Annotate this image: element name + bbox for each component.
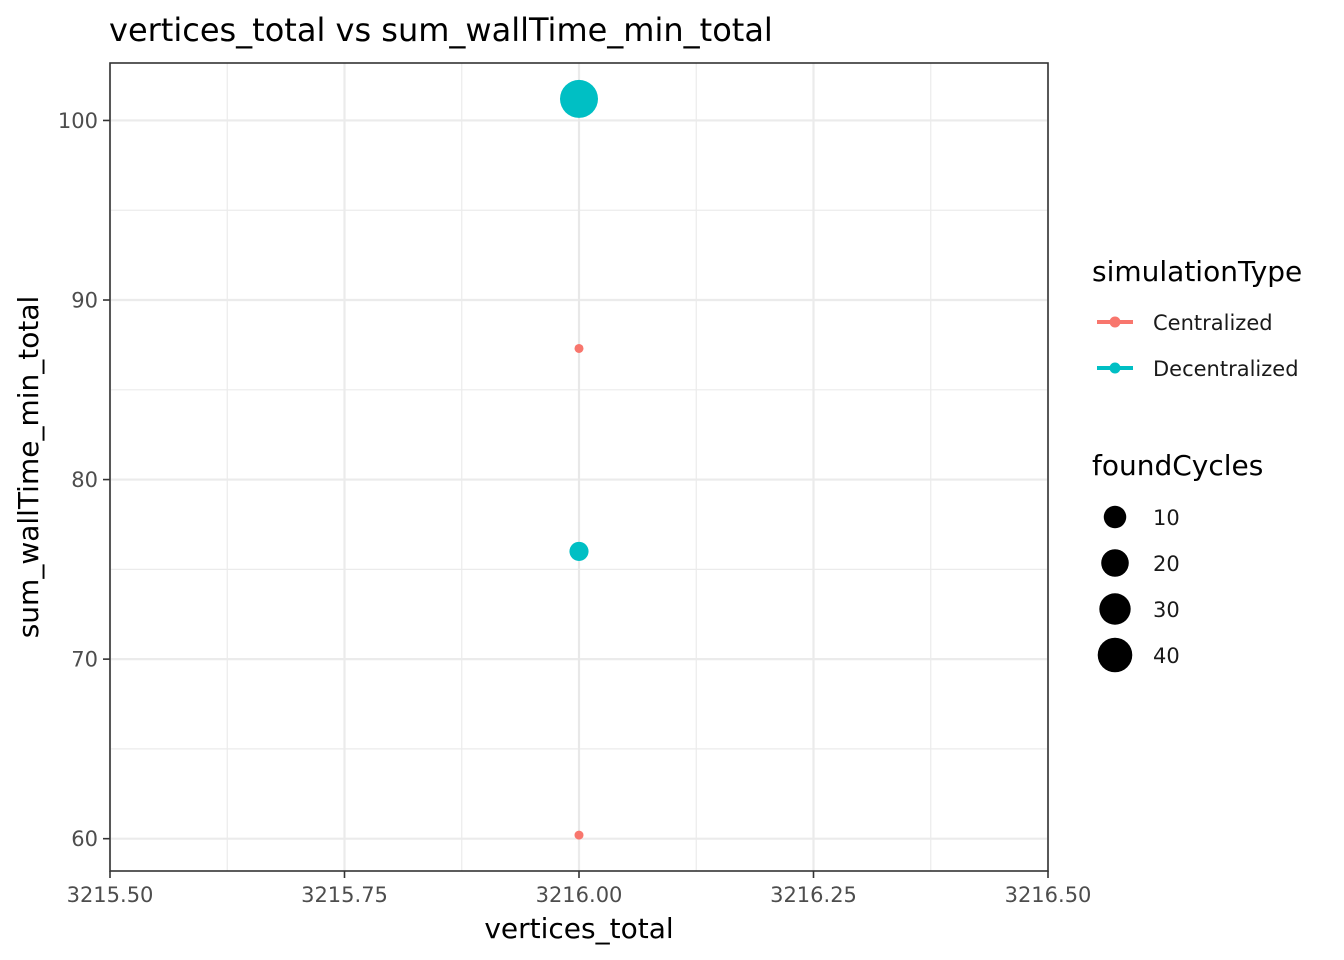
plot-area [108,62,1050,872]
color-legend-title: simulationType [1092,255,1302,288]
y-tick-label: 80 [71,468,98,492]
size-legend-title: foundCycles [1092,449,1263,482]
y-axis-ticks: 60 70 80 90 100 [58,109,110,851]
x-tick-label: 3215.50 [67,883,154,907]
size-legend-key [1099,593,1131,625]
x-tick-label: 3215.75 [301,883,388,907]
data-point-centralized [574,343,584,353]
size-legend-label: 30 [1153,598,1180,622]
legend-label: Centralized [1153,311,1273,335]
y-axis-label: sum_wallTime_min_total [12,296,45,639]
x-tick-label: 3216.50 [1005,883,1092,907]
size-legend-key [1103,505,1127,529]
x-axis-label: vertices_total [484,912,673,945]
size-legend-key [1101,549,1129,577]
legend-key-point [1109,316,1121,328]
y-tick-label: 90 [71,289,98,313]
size-legend-key [1097,637,1133,673]
data-point-decentralized [560,79,598,118]
y-tick-label: 100 [58,109,98,133]
data-points [560,79,598,840]
legend-key-point [1109,362,1121,374]
y-tick-label: 60 [71,827,98,851]
y-tick-label: 70 [71,648,98,672]
data-point-decentralized [569,541,589,561]
x-tick-label: 3216.00 [536,883,623,907]
size-legend-label: 40 [1153,644,1180,668]
size-legend-label: 20 [1153,552,1180,576]
x-axis-ticks: 3215.50 3215.75 3216.00 3216.25 3216.50 [67,871,1092,907]
size-legend: foundCycles 10 20 30 40 [1092,449,1263,673]
size-legend-label: 10 [1153,506,1180,530]
color-legend: simulationType Centralized Decentralized [1092,255,1302,381]
x-tick-label: 3216.25 [770,883,857,907]
chart-title: vertices_total vs sum_wallTime_min_total [109,11,773,49]
legend-label: Decentralized [1153,357,1299,381]
data-point-centralized [574,830,584,840]
